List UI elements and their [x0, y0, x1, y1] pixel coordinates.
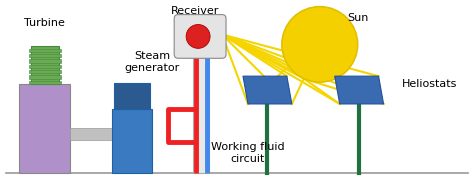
Bar: [112, 109, 152, 173]
Text: Steam
generator: Steam generator: [125, 51, 180, 73]
Circle shape: [186, 25, 210, 48]
FancyBboxPatch shape: [174, 15, 226, 58]
Text: Sun: Sun: [347, 12, 368, 23]
Bar: [28, 49, 61, 52]
Bar: [114, 83, 150, 109]
Bar: [28, 54, 61, 57]
Polygon shape: [335, 76, 383, 104]
Polygon shape: [243, 76, 292, 104]
Bar: [28, 70, 61, 73]
Text: Working fluid
circuit: Working fluid circuit: [211, 142, 285, 164]
Text: Heliostats: Heliostats: [402, 79, 457, 89]
Bar: [28, 65, 61, 68]
Bar: [28, 81, 61, 84]
Bar: [18, 84, 71, 173]
Bar: [28, 59, 61, 63]
Text: Receiver: Receiver: [171, 6, 219, 16]
Bar: [193, 46, 209, 173]
Circle shape: [282, 7, 358, 82]
Bar: [71, 128, 112, 140]
Bar: [31, 46, 58, 84]
Text: Turbine: Turbine: [24, 17, 65, 27]
Bar: [28, 75, 61, 79]
